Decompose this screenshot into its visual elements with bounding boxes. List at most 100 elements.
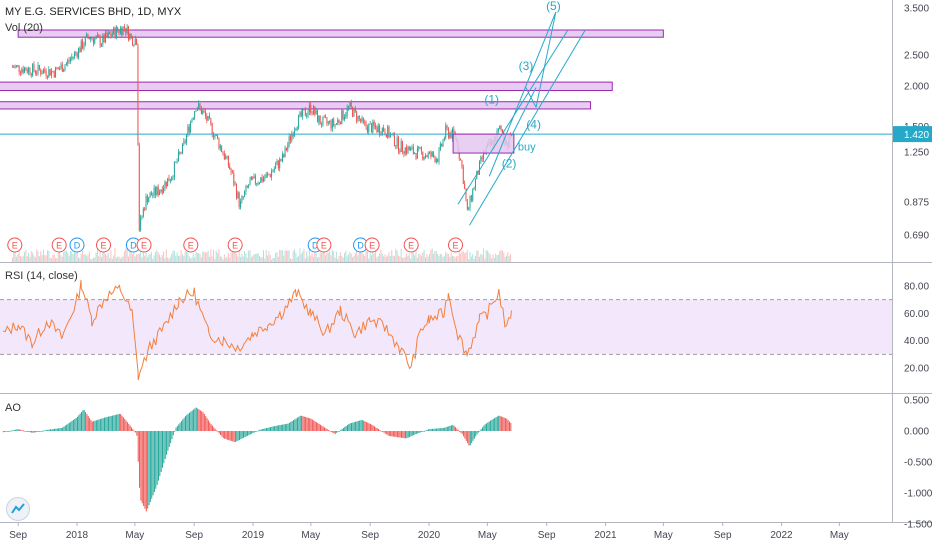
ao-bar xyxy=(103,417,105,431)
price-candle xyxy=(292,133,294,137)
ao-bar xyxy=(394,431,396,437)
volume-bar xyxy=(190,258,192,262)
time-axis-tick: May xyxy=(125,530,144,541)
volume-bar xyxy=(460,253,462,262)
time-axis-tick: 2018 xyxy=(66,530,89,541)
volume-bar xyxy=(504,256,506,262)
volume-bar xyxy=(472,254,474,262)
earnings-marker[interactable] xyxy=(51,237,67,253)
price-candle xyxy=(450,132,452,139)
price-candle xyxy=(233,173,235,185)
ao-bar xyxy=(48,429,50,431)
ao-bar xyxy=(452,424,454,431)
volume-bar xyxy=(380,249,382,262)
volume-bar xyxy=(376,257,378,262)
price-candle xyxy=(368,124,370,133)
volume-bar xyxy=(196,253,198,262)
ao-bar xyxy=(461,431,463,435)
volume-bar xyxy=(64,250,66,262)
price-candle xyxy=(34,70,36,73)
earnings-marker[interactable] xyxy=(448,237,464,253)
price-candle xyxy=(307,111,309,116)
price-candle xyxy=(269,174,271,177)
price-candle xyxy=(395,145,397,147)
ao-bar xyxy=(325,428,327,431)
price-candle xyxy=(268,174,270,176)
earnings-marker[interactable] xyxy=(183,237,199,253)
event-marker-letter: E xyxy=(12,241,18,251)
volume-bar xyxy=(288,250,290,262)
price-candle xyxy=(362,117,364,122)
trendline[interactable] xyxy=(488,11,557,177)
resistance-zone[interactable] xyxy=(0,81,613,91)
price-candle xyxy=(248,185,250,187)
tradingview-logo-icon[interactable] xyxy=(6,497,30,521)
price-candle xyxy=(177,152,179,162)
volume-bar xyxy=(61,257,63,262)
resistance-zone[interactable] xyxy=(0,101,592,110)
volume-bar xyxy=(237,256,239,262)
volume-bar xyxy=(287,250,289,262)
ao-bar xyxy=(240,431,242,440)
volume-bar xyxy=(352,257,354,262)
ao-bar xyxy=(492,418,494,431)
volume-bar xyxy=(60,255,62,262)
wave-label: (3) xyxy=(519,59,534,73)
price-candle xyxy=(150,192,152,196)
volume-bar xyxy=(156,250,158,262)
price-candle xyxy=(422,151,424,160)
earnings-marker[interactable] xyxy=(96,237,112,253)
ao-bar xyxy=(322,426,324,431)
trendline[interactable] xyxy=(535,11,557,108)
time-axis-tick: 2021 xyxy=(594,530,617,541)
volume-bar xyxy=(173,250,175,262)
price-candle xyxy=(366,127,368,133)
ao-bar xyxy=(326,429,328,431)
dividend-marker[interactable] xyxy=(69,237,85,253)
volume-bar xyxy=(396,250,398,262)
price-candle xyxy=(203,110,205,112)
earnings-marker[interactable] xyxy=(364,237,380,253)
volume-bar xyxy=(129,249,131,262)
price-candle xyxy=(357,115,359,121)
volume-bar xyxy=(269,255,271,262)
ao-bar xyxy=(135,431,137,433)
earnings-marker[interactable] xyxy=(7,237,23,253)
price-candle xyxy=(308,104,310,112)
trendline[interactable] xyxy=(511,87,537,137)
earnings-marker[interactable] xyxy=(227,237,243,253)
price-candle xyxy=(501,129,503,133)
ao-bar xyxy=(2,431,4,433)
ao-bar xyxy=(25,431,27,432)
trendline[interactable] xyxy=(525,87,537,108)
ao-bar xyxy=(503,417,505,431)
ao-bar xyxy=(380,430,382,432)
price-candle xyxy=(349,102,351,107)
ao-bar xyxy=(423,430,425,432)
ao-bar xyxy=(101,418,103,431)
event-marker-letter: E xyxy=(408,241,414,251)
ao-bar xyxy=(79,413,81,431)
volume-bar xyxy=(98,256,100,262)
time-axis-tick: May xyxy=(654,530,673,541)
ao-bar xyxy=(338,430,340,432)
ao-bar xyxy=(356,421,358,431)
volume-bar xyxy=(153,255,155,262)
price-candle xyxy=(370,123,372,133)
volume-bar xyxy=(183,256,185,262)
volume-bar xyxy=(117,256,119,262)
price-candle xyxy=(133,44,135,46)
earnings-marker[interactable] xyxy=(136,237,152,253)
ao-bar xyxy=(230,431,232,441)
ao-bar xyxy=(507,420,509,431)
earnings-marker[interactable] xyxy=(316,237,332,253)
price-candle xyxy=(431,152,433,157)
trendline[interactable] xyxy=(469,29,586,226)
rsi-axis-tick: 80.00 xyxy=(904,282,929,293)
volume-bar xyxy=(445,251,447,262)
earnings-marker[interactable] xyxy=(403,237,419,253)
resistance-zone[interactable] xyxy=(17,29,664,38)
volume-bar xyxy=(136,254,138,262)
ao-bar xyxy=(444,427,446,431)
